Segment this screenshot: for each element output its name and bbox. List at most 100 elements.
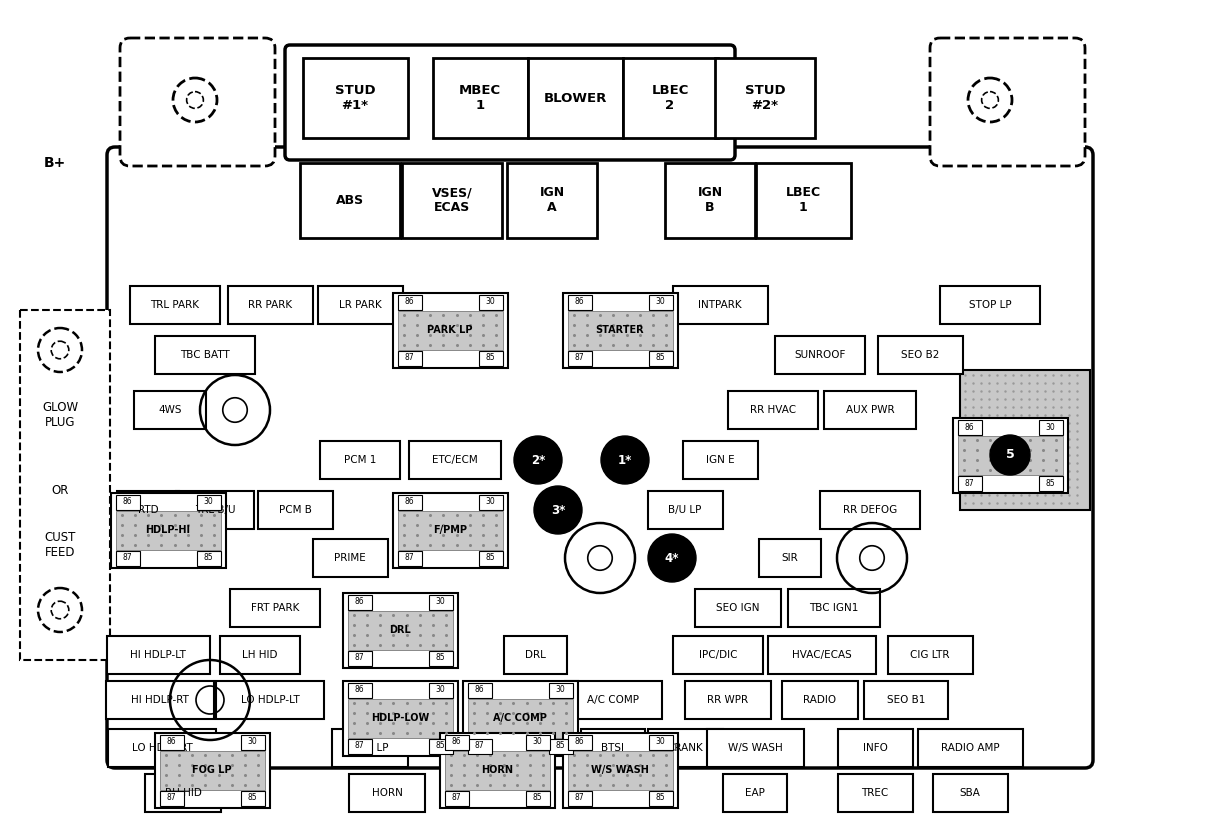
Bar bbox=[683, 441, 758, 479]
Bar bbox=[220, 636, 300, 674]
Bar bbox=[581, 729, 645, 767]
Text: IGN
B: IGN B bbox=[698, 186, 723, 214]
Bar bbox=[196, 551, 220, 565]
Text: TBC BATT: TBC BATT bbox=[180, 350, 230, 360]
Text: 86: 86 bbox=[167, 738, 177, 747]
Bar bbox=[160, 734, 184, 750]
Bar bbox=[107, 636, 210, 674]
Text: HORN: HORN bbox=[481, 765, 513, 775]
Bar bbox=[918, 729, 1022, 767]
Bar bbox=[444, 751, 550, 790]
Bar bbox=[649, 351, 672, 366]
Text: 85: 85 bbox=[486, 353, 495, 362]
Text: 30: 30 bbox=[486, 298, 495, 307]
Text: ETC/ECM: ETC/ECM bbox=[432, 455, 478, 465]
Text: 30: 30 bbox=[556, 685, 566, 694]
Text: RR HVAC: RR HVAC bbox=[750, 405, 796, 415]
Text: 85: 85 bbox=[556, 742, 566, 751]
Bar bbox=[706, 729, 804, 767]
Text: 86: 86 bbox=[404, 498, 414, 507]
Text: HI HDLP-RT: HI HDLP-RT bbox=[131, 695, 189, 705]
Bar bbox=[878, 336, 963, 374]
Text: 30: 30 bbox=[655, 738, 665, 747]
Bar bbox=[145, 774, 220, 812]
Bar bbox=[300, 162, 400, 237]
Bar bbox=[782, 681, 859, 719]
Bar bbox=[838, 774, 913, 812]
Bar bbox=[343, 592, 458, 667]
Bar bbox=[402, 162, 503, 237]
Bar bbox=[960, 370, 1090, 510]
Text: RR PARK: RR PARK bbox=[248, 300, 292, 310]
Text: 86: 86 bbox=[452, 738, 461, 747]
Bar bbox=[549, 738, 573, 753]
Text: EAP: EAP bbox=[745, 788, 765, 798]
Text: 86: 86 bbox=[122, 498, 132, 507]
Text: 4*: 4* bbox=[665, 552, 679, 565]
Text: 87: 87 bbox=[404, 553, 414, 562]
Bar bbox=[478, 351, 503, 366]
Text: SEO B1: SEO B1 bbox=[886, 695, 925, 705]
Text: RADIO: RADIO bbox=[803, 695, 837, 705]
Bar bbox=[348, 610, 453, 650]
Bar bbox=[21, 310, 110, 660]
Bar bbox=[429, 738, 453, 753]
Text: W/S WASH: W/S WASH bbox=[591, 765, 649, 775]
Text: 85: 85 bbox=[533, 793, 543, 802]
Text: INFO: INFO bbox=[862, 743, 888, 753]
Circle shape bbox=[601, 436, 649, 484]
Text: GLOW
PLUG: GLOW PLUG bbox=[42, 401, 78, 429]
Bar bbox=[665, 162, 754, 237]
Text: INTPARK: INTPARK bbox=[699, 300, 742, 310]
Text: 86: 86 bbox=[355, 685, 365, 694]
Bar bbox=[723, 774, 787, 812]
Text: F/PMP: F/PMP bbox=[434, 525, 467, 535]
Text: ABS: ABS bbox=[335, 193, 365, 206]
Bar bbox=[673, 636, 763, 674]
Bar bbox=[303, 58, 407, 138]
Bar bbox=[348, 698, 453, 738]
Bar bbox=[440, 733, 555, 808]
Bar bbox=[317, 286, 402, 324]
Bar bbox=[467, 682, 492, 698]
Bar bbox=[107, 681, 214, 719]
Bar bbox=[958, 419, 981, 434]
Bar bbox=[888, 636, 972, 674]
Bar bbox=[463, 681, 578, 756]
Bar bbox=[820, 491, 920, 529]
Text: CRANK: CRANK bbox=[667, 743, 702, 753]
Text: 30: 30 bbox=[436, 685, 446, 694]
Text: HI HDLP-LT: HI HDLP-LT bbox=[130, 650, 186, 660]
Bar bbox=[568, 791, 591, 805]
Text: LO HDLP-RT: LO HDLP-RT bbox=[132, 743, 193, 753]
Bar bbox=[230, 589, 320, 627]
Text: BLOWER: BLOWER bbox=[544, 91, 607, 104]
Text: HDLP-LOW: HDLP-LOW bbox=[371, 713, 429, 723]
Bar bbox=[348, 738, 372, 753]
Text: FOG LP: FOG LP bbox=[193, 765, 231, 775]
Bar bbox=[444, 791, 469, 805]
Text: 30: 30 bbox=[655, 298, 665, 307]
Circle shape bbox=[534, 486, 582, 534]
Text: PARK LP: PARK LP bbox=[427, 325, 472, 335]
Text: 85: 85 bbox=[1045, 478, 1055, 487]
Text: TRL PARK: TRL PARK bbox=[150, 300, 200, 310]
Text: PCM 1: PCM 1 bbox=[344, 455, 377, 465]
Circle shape bbox=[648, 534, 696, 582]
Bar bbox=[110, 493, 225, 567]
Bar bbox=[160, 791, 184, 805]
Bar bbox=[348, 682, 372, 698]
Text: HORN: HORN bbox=[372, 788, 402, 798]
Bar bbox=[228, 286, 312, 324]
FancyBboxPatch shape bbox=[285, 45, 735, 160]
Bar bbox=[940, 286, 1040, 324]
Bar bbox=[714, 58, 815, 138]
Text: 87: 87 bbox=[965, 478, 975, 487]
Bar bbox=[685, 681, 771, 719]
Bar bbox=[478, 551, 503, 565]
Bar bbox=[155, 336, 256, 374]
Text: 86: 86 bbox=[355, 597, 365, 606]
Text: 85: 85 bbox=[655, 353, 665, 362]
Text: STARTER: STARTER bbox=[596, 325, 644, 335]
Text: B+: B+ bbox=[44, 156, 67, 170]
